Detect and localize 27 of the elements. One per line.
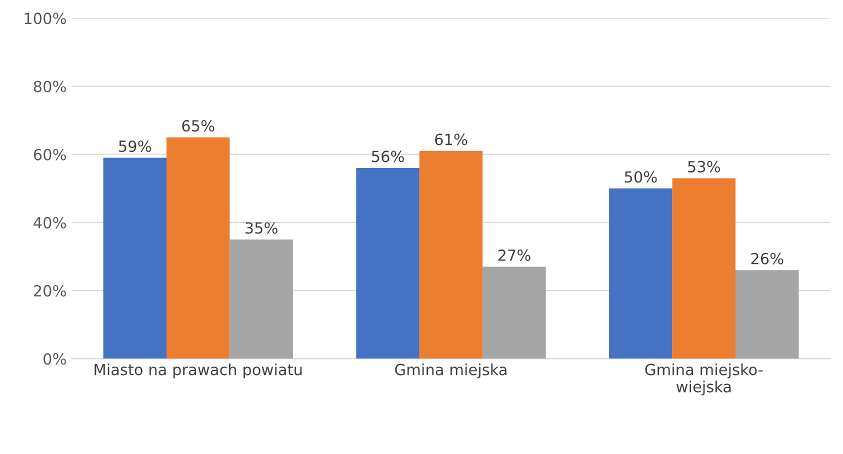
bar (609, 188, 672, 359)
data-label: 53% (688, 160, 720, 172)
bar (230, 239, 293, 359)
bar (482, 266, 546, 359)
x-tick-label: Miasto na prawach powiatu (94, 364, 302, 378)
y-tick-label: 80% (34, 80, 66, 92)
data-label: 35% (246, 222, 278, 234)
data-label: 50% (624, 171, 657, 183)
x-tick-label: Gmina miejsko- wiejska (645, 364, 763, 396)
data-label: 65% (182, 120, 214, 132)
bar (419, 150, 483, 359)
data-label: 26% (751, 252, 784, 264)
bar (736, 270, 799, 359)
y-tick-label: 60% (34, 148, 66, 160)
data-label: 59% (119, 140, 152, 152)
data-label: 27% (498, 249, 530, 261)
data-label: 56% (372, 150, 404, 162)
y-tick-label: 20% (34, 285, 66, 297)
y-tick-label: 100% (24, 12, 66, 24)
bar (166, 137, 230, 359)
bar (103, 158, 166, 359)
bar (356, 168, 420, 359)
y-tick-label: 0% (44, 353, 66, 365)
x-tick-label: Gmina miejska (395, 364, 506, 378)
y-tick-label: 40% (34, 216, 66, 228)
data-label: 61% (435, 134, 468, 146)
bar (672, 178, 736, 359)
